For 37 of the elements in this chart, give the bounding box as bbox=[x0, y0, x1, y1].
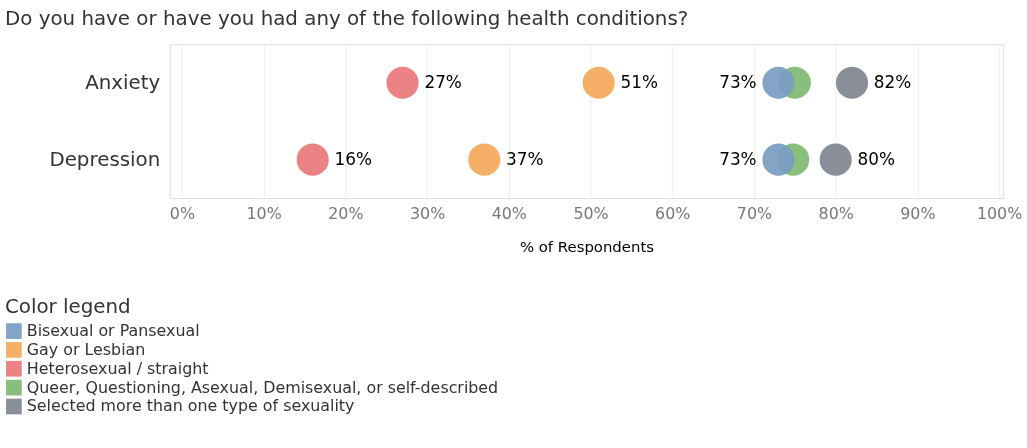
data-label: 80% bbox=[857, 148, 895, 169]
x-tick-label: 100% bbox=[976, 204, 1023, 224]
x-tick-label: 30% bbox=[409, 204, 446, 224]
point bbox=[296, 143, 329, 176]
x-tick-label: 90% bbox=[900, 204, 936, 224]
legend-label: Selected more than one type of sexuality bbox=[26, 396, 355, 416]
legend-label: Bisexual or Pansexual bbox=[26, 321, 200, 341]
point bbox=[762, 143, 795, 176]
point bbox=[819, 143, 852, 176]
y-tick-label: Depression bbox=[49, 148, 161, 172]
x-tick-label: 70% bbox=[736, 204, 773, 224]
x-tick-label: 20% bbox=[328, 204, 364, 224]
y-tick-label: Anxiety bbox=[85, 71, 161, 95]
data-label: 73% bbox=[719, 148, 757, 169]
legend-label: Queer, Questioning, Asexual, Demisexual, or self-described bbox=[26, 377, 499, 397]
data-label: 27% bbox=[424, 71, 462, 92]
legend-title: Color legend bbox=[4, 295, 131, 319]
data-label: 16% bbox=[334, 148, 372, 169]
legend-label: Heterosexual / straight bbox=[26, 358, 209, 378]
legend-label: Gay or Lesbian bbox=[26, 339, 146, 359]
x-tick-label: 80% bbox=[818, 204, 854, 224]
data-label: 82% bbox=[873, 71, 912, 92]
x-tick-label: 10% bbox=[246, 204, 282, 224]
point bbox=[386, 66, 419, 99]
x-tick-label: 50% bbox=[573, 204, 609, 224]
x-axis-title: % of Respondents bbox=[519, 238, 655, 257]
chart-title: Do you have or have you had any of the following health conditions? bbox=[4, 7, 689, 31]
point bbox=[762, 66, 795, 99]
x-tick-label: 0% bbox=[169, 204, 196, 224]
point bbox=[835, 66, 869, 99]
x-tick-label: 40% bbox=[491, 204, 527, 224]
data-label: 51% bbox=[620, 71, 658, 92]
point bbox=[468, 143, 501, 176]
data-label: 73% bbox=[719, 71, 757, 92]
data-label: 37% bbox=[506, 148, 544, 169]
x-tick-label: 60% bbox=[655, 204, 691, 224]
point bbox=[582, 66, 615, 99]
